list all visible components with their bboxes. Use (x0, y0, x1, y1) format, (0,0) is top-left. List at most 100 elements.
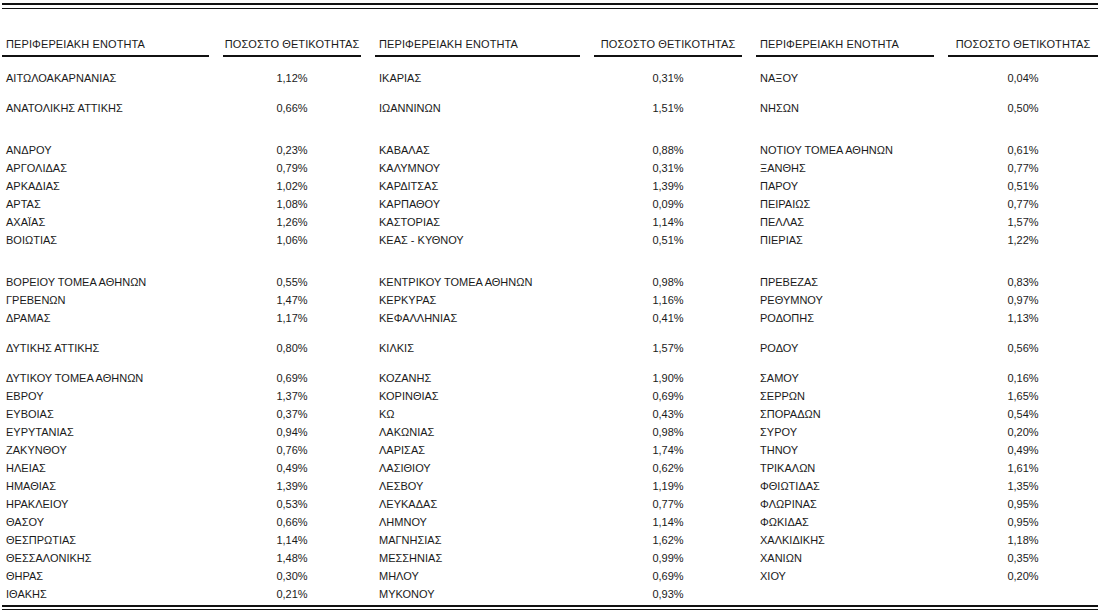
positivity-cell: 0,31% (594, 69, 742, 87)
positivity-cell: 1,06% (223, 231, 361, 249)
table-row: ΗΡΑΚΛΕΙΟΥ0,53%ΛΕΥΚΑΔΑΣ0,77%ΦΛΩΡΙΝΑΣ0,95% (2, 495, 1098, 513)
table-row: ΕΥΡΥΤΑΝΙΑΣ0,94%ΛΑΚΩΝΙΑΣ0,98%ΣΥΡΟΥ0,20% (2, 423, 1098, 441)
region-cell: ΠΙΕΡΙΑΣ (756, 231, 934, 249)
positivity-cell: 1,26% (223, 213, 361, 231)
positivity-cell: 0,83% (948, 273, 1098, 291)
spacer-row (2, 117, 1098, 129)
positivity-cell: 0,16% (948, 369, 1098, 387)
table-row: ΗΛΕΙΑΣ0,49%ΛΑΣΙΘΙΟΥ0,62%ΤΡΙΚΑΛΩΝ1,61% (2, 459, 1098, 477)
region-cell: ΚΟΡΙΝΘΙΑΣ (375, 387, 580, 405)
region-cell: ΛΕΥΚΑΔΑΣ (375, 495, 580, 513)
top-rule-thin-line (2, 8, 1098, 9)
positivity-cell: 0,98% (594, 273, 742, 291)
table-row: ΗΜΑΘΙΑΣ1,39%ΛΕΣΒΟΥ1,19%ΦΘΙΩΤΙΔΑΣ1,35% (2, 477, 1098, 495)
region-cell: ΧΑΛΚΙΔΙΚΗΣ (756, 531, 934, 549)
positivity-cell: 0,51% (948, 177, 1098, 195)
region-cell: ΗΡΑΚΛΕΙΟΥ (2, 495, 209, 513)
region-cell: ΘΑΣΟΥ (2, 513, 209, 531)
top-rule (2, 3, 1098, 9)
positivity-cell: 0,23% (223, 141, 361, 159)
positivity-cell: 0,76% (223, 441, 361, 459)
positivity-cell: 0,56% (948, 339, 1098, 357)
positivity-cell: 1,02% (223, 177, 361, 195)
region-cell: ΧΙΟΥ (756, 567, 934, 585)
region-cell: ΚΩ (375, 405, 580, 423)
positivity-cell: 1,22% (948, 231, 1098, 249)
bottom-rule-line-1 (2, 605, 1098, 607)
region-cell: ΤΡΙΚΑΛΩΝ (756, 459, 934, 477)
table-row: ΑΝΑΤΟΛΙΚΗΣ ΑΤΤΙΚΗΣ0,66%ΙΩΑΝΝΙΝΩΝ1,51%ΝΗΣ… (2, 99, 1098, 117)
positivity-cell: 1,16% (594, 291, 742, 309)
region-cell: ΚΕΑΣ - ΚΥΘΝΟΥ (375, 231, 580, 249)
table-row: ΘΕΣΠΡΩΤΙΑΣ1,14%ΜΑΓΝΗΣΙΑΣ1,62%ΧΑΛΚΙΔΙΚΗΣ1… (2, 531, 1098, 549)
region-cell: ΓΡΕΒΕΝΩΝ (2, 291, 209, 309)
region-cell: ΦΛΩΡΙΝΑΣ (756, 495, 934, 513)
positivity-cell: 1,61% (948, 459, 1098, 477)
region-cell: ΘΕΣΣΑΛΟΝΙΚΗΣ (2, 549, 209, 567)
table-row: ΙΘΑΚΗΣ0,21%ΜΥΚΟΝΟΥ0,93% (2, 585, 1098, 603)
positivity-cell: 1,14% (594, 513, 742, 531)
region-cell: ΝΑΞΟΥ (756, 69, 934, 87)
table-row: ΑΡΓΟΛΙΔΑΣ0,79%ΚΑΛΥΜΝΟΥ0,31%ΞΑΝΘΗΣ0,77% (2, 159, 1098, 177)
document-page: ΠΕΡΙΦΕΡΕΙΑΚΗ ΕΝΟΤΗΤΑ ΠΟΣΟΣΤΟ ΘΕΤΙΚΟΤΗΤΑΣ… (2, 3, 1098, 610)
region-cell: ΛΑΡΙΣΑΣ (375, 441, 580, 459)
table-row: ΑΙΤΩΛΟΑΚΑΡΝΑΝΙΑΣ1,12%ΙΚΑΡΙΑΣ0,31%ΝΑΞΟΥ0,… (2, 69, 1098, 87)
region-cell: ΦΩΚΙΔΑΣ (756, 513, 934, 531)
region-cell: ΛΑΚΩΝΙΑΣ (375, 423, 580, 441)
region-cell: ΖΑΚΥΝΘΟΥ (2, 441, 209, 459)
region-cell: ΜΥΚΟΝΟΥ (375, 585, 580, 603)
spacer-row (2, 327, 1098, 339)
positivity-cell: 0,95% (948, 495, 1098, 513)
header-positivity-1: ΠΟΣΟΣΤΟ ΘΕΤΙΚΟΤΗΤΑΣ (223, 35, 361, 57)
region-cell: ΑΡΚΑΔΙΑΣ (2, 177, 209, 195)
region-cell: ΞΑΝΘΗΣ (756, 159, 934, 177)
region-cell: ΑΧΑΪΑΣ (2, 213, 209, 231)
positivity-cell: 0,97% (948, 291, 1098, 309)
positivity-cell: 0,51% (594, 231, 742, 249)
spacer-row (2, 357, 1098, 369)
region-cell: ΝΗΣΩΝ (756, 99, 934, 117)
table-row: ΔΥΤΙΚΗΣ ΑΤΤΙΚΗΣ0,80%ΚΙΛΚΙΣ1,57%ΡΟΔΟΥ0,56… (2, 339, 1098, 357)
positivity-cell: 0,94% (223, 423, 361, 441)
table-header: ΠΕΡΙΦΕΡΕΙΑΚΗ ΕΝΟΤΗΤΑ ΠΟΣΟΣΤΟ ΘΕΤΙΚΟΤΗΤΑΣ… (2, 35, 1098, 57)
region-cell: ΠΕΛΛΑΣ (756, 213, 934, 231)
region-cell: ΕΒΡΟΥ (2, 387, 209, 405)
region-cell: ΚΕΡΚΥΡΑΣ (375, 291, 580, 309)
region-cell: ΑΝΔΡΟΥ (2, 141, 209, 159)
positivity-cell: 0,20% (948, 567, 1098, 585)
positivity-cell: 1,37% (223, 387, 361, 405)
region-cell: ΗΛΕΙΑΣ (2, 459, 209, 477)
region-cell: ΙΚΑΡΙΑΣ (375, 69, 580, 87)
header-positivity-2: ΠΟΣΟΣΤΟ ΘΕΤΙΚΟΤΗΤΑΣ (594, 35, 742, 57)
positivity-cell: 1,47% (223, 291, 361, 309)
region-cell: ΚΙΛΚΙΣ (375, 339, 580, 357)
table-body: ΑΙΤΩΛΟΑΚΑΡΝΑΝΙΑΣ1,12%ΙΚΑΡΙΑΣ0,31%ΝΑΞΟΥ0,… (2, 69, 1098, 603)
region-cell: ΠΑΡΟΥ (756, 177, 934, 195)
region-cell: ΧΑΝΙΩΝ (756, 549, 934, 567)
positivity-cell: 0,77% (948, 159, 1098, 177)
region-cell: ΑΡΓΟΛΙΔΑΣ (2, 159, 209, 177)
top-rule-thick-line (2, 3, 1098, 5)
region-cell: ΠΡΕΒΕΖΑΣ (756, 273, 934, 291)
positivity-cell: 1,19% (594, 477, 742, 495)
table-row: ΓΡΕΒΕΝΩΝ 1,47% ΚΕΡΚΥΡΑΣ 1,16% ΡΕΘΥΜΝΟΥ 0,97% (2, 291, 1098, 309)
region-cell: ΡΟΔΟΠΗΣ (756, 309, 934, 327)
positivity-cell: 1,17% (223, 309, 361, 327)
positivity-cell: 1,62% (594, 531, 742, 549)
positivity-cell: 1,57% (948, 213, 1098, 231)
region-cell: ΛΕΣΒΟΥ (375, 477, 580, 495)
region-cell: ΡΟΔΟΥ (756, 339, 934, 357)
region-cell: ΚΑΒΑΛΑΣ (375, 141, 580, 159)
header-region-1: ΠΕΡΙΦΕΡΕΙΑΚΗ ΕΝΟΤΗΤΑ (2, 35, 209, 57)
positivity-cell: 0,50% (948, 99, 1098, 117)
region-cell: ΚΑΡΔΙΤΣΑΣ (375, 177, 580, 195)
positivity-cell: 1,13% (948, 309, 1098, 327)
positivity-cell: 0,93% (594, 585, 742, 603)
table-row: ΔΥΤΙΚΟΥ ΤΟΜΕΑ ΑΘΗΝΩΝ0,69%ΚΟΖΑΝΗΣ1,90%ΣΑΜ… (2, 369, 1098, 387)
positivity-cell: 0,41% (594, 309, 742, 327)
positivity-cell: 0,77% (948, 195, 1098, 213)
positivity-cell: 1,14% (223, 531, 361, 549)
region-cell: ΡΕΘΥΜΝΟΥ (756, 291, 934, 309)
region-cell: ΜΑΓΝΗΣΙΑΣ (375, 531, 580, 549)
positivity-cell: 0,79% (223, 159, 361, 177)
